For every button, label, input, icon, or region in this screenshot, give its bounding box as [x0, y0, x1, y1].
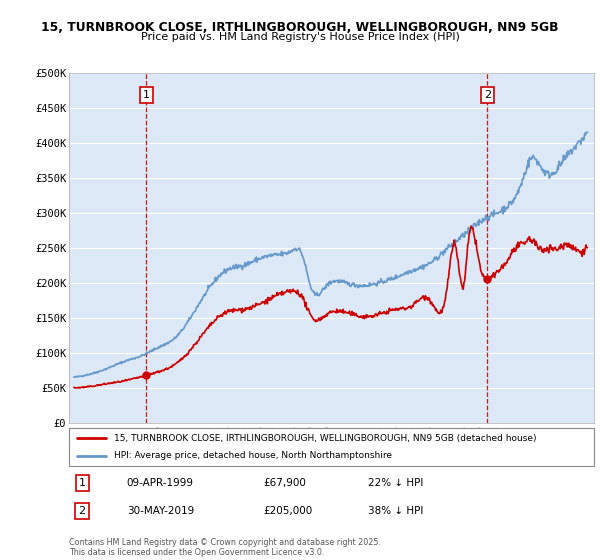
- Text: 1: 1: [79, 478, 86, 488]
- Text: 15, TURNBROOK CLOSE, IRTHLINGBOROUGH, WELLINGBOROUGH, NN9 5GB (detached house): 15, TURNBROOK CLOSE, IRTHLINGBOROUGH, WE…: [113, 433, 536, 442]
- Text: HPI: Average price, detached house, North Northamptonshire: HPI: Average price, detached house, Nort…: [113, 451, 392, 460]
- Text: 1: 1: [143, 90, 150, 100]
- Text: 2: 2: [79, 506, 86, 516]
- Text: 38% ↓ HPI: 38% ↓ HPI: [368, 506, 424, 516]
- Text: 30-MAY-2019: 30-MAY-2019: [127, 506, 194, 516]
- Text: Contains HM Land Registry data © Crown copyright and database right 2025.
This d: Contains HM Land Registry data © Crown c…: [69, 538, 381, 557]
- Text: £67,900: £67,900: [263, 478, 306, 488]
- Text: £205,000: £205,000: [263, 506, 313, 516]
- Text: Price paid vs. HM Land Registry's House Price Index (HPI): Price paid vs. HM Land Registry's House …: [140, 32, 460, 43]
- Text: 22% ↓ HPI: 22% ↓ HPI: [368, 478, 424, 488]
- Text: 09-APR-1999: 09-APR-1999: [127, 478, 194, 488]
- Text: 15, TURNBROOK CLOSE, IRTHLINGBOROUGH, WELLINGBOROUGH, NN9 5GB: 15, TURNBROOK CLOSE, IRTHLINGBOROUGH, WE…: [41, 21, 559, 34]
- Text: 2: 2: [484, 90, 491, 100]
